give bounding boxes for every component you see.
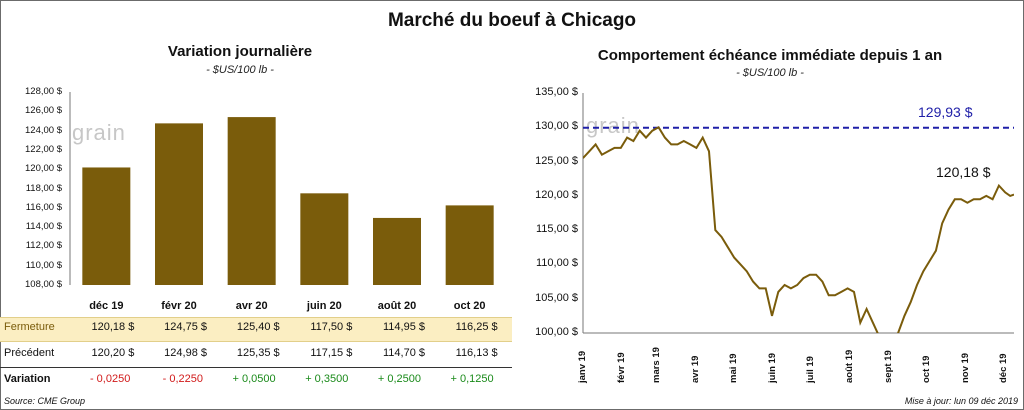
left-bar-chart	[69, 92, 494, 285]
month-label: déc 19	[997, 353, 1009, 383]
right-y-tick: 105,00 $	[535, 291, 578, 304]
left-y-tick: 122,00 $	[25, 143, 62, 155]
watermark-right: grain	[586, 113, 640, 138]
bar-déc 19	[82, 167, 131, 285]
category-label: juin 20	[306, 300, 342, 312]
right-y-tick: 135,00 $	[535, 86, 578, 98]
fermeture-cell: 120,18 $	[91, 321, 135, 333]
precedent-cell: 124,98 $	[164, 347, 207, 359]
precedent-cell: 116,13 $	[455, 347, 498, 359]
last-value-label: 120,18 $	[936, 164, 991, 180]
fermeture-cell: 124,75 $	[164, 321, 207, 333]
month-label: mai 19	[728, 353, 740, 383]
right-y-tick: 130,00 $	[535, 120, 578, 133]
source-note: Source: CME Group	[4, 396, 86, 406]
left-chart-title: Variation journalière	[167, 43, 313, 60]
fermeture-cell: 125,40 $	[236, 321, 280, 333]
category-label: août 20	[377, 300, 417, 312]
category-label: oct 20	[453, 300, 486, 312]
left-y-tick: 126,00 $	[25, 105, 62, 117]
right-y-tick: 110,00 $	[535, 257, 578, 270]
right-chart-title: Comportement échéance immédiate depuis 1…	[597, 47, 943, 64]
month-label: mars 19	[651, 347, 663, 383]
precedent-cell: 117,15 $	[310, 347, 353, 359]
precedent-label: Précédent	[4, 347, 55, 359]
left-y-tick: 128,00 $	[25, 86, 62, 97]
fermeture-row	[0, 317, 512, 342]
left-y-tick: 120,00 $	[25, 163, 62, 175]
bar-oct 20	[445, 205, 494, 285]
bar-août 20	[373, 217, 421, 285]
month-label: juin 19	[767, 352, 779, 383]
left-y-tick: 116,00 $	[25, 201, 62, 213]
month-label: nov 19	[960, 352, 972, 383]
precedent-cell: 120,20 $	[91, 347, 135, 359]
update-note: Mise à jour: lun 09 déc 2019	[904, 396, 1018, 406]
fermeture-label: Fermeture	[4, 321, 55, 333]
fermeture-cell: 114,95 $	[382, 321, 425, 333]
right-y-tick: 100,00 $	[535, 326, 578, 338]
left-y-tick: 108,00 $	[25, 279, 62, 290]
right-y-tick: 120,00 $	[535, 188, 578, 201]
variation-cell: - 0,0250	[89, 373, 131, 385]
fermeture-cell: 116,25 $	[455, 321, 498, 333]
watermark-left: grain	[72, 120, 126, 145]
right-y-tick: 125,00 $	[535, 154, 578, 167]
precedent-cell: 114,70 $	[382, 347, 425, 359]
price-series-line	[583, 125, 1014, 333]
left-y-tick: 114,00 $	[25, 221, 62, 233]
month-label: juil 19	[805, 356, 817, 383]
variation-cell: + 0,0500	[232, 373, 276, 385]
left-chart-unit: - $US/100 lb -	[206, 64, 274, 76]
month-label: févr 19	[616, 352, 628, 383]
left-y-tick: 112,00 $	[25, 240, 62, 252]
month-label: oct 19	[921, 355, 933, 383]
variation-cell: - 0,2250	[162, 373, 203, 385]
variation-label: Variation	[4, 373, 51, 385]
month-label: avr 19	[690, 355, 702, 383]
month-label: janv 19	[577, 350, 588, 383]
left-y-tick: 118,00 $	[25, 182, 62, 194]
month-label: août 19	[844, 349, 856, 383]
variation-cell: + 0,2500	[377, 373, 421, 385]
table-divider	[0, 367, 512, 368]
fermeture-cell: 117,50 $	[310, 321, 353, 333]
max-value-label: 129,93 $	[918, 104, 973, 120]
bar-févr 20	[155, 123, 203, 285]
bar-juin 20	[300, 193, 349, 285]
left-y-tick: 110,00 $	[25, 259, 62, 271]
bar-avr 20	[227, 117, 276, 285]
category-label: avr 20	[235, 300, 268, 312]
category-label: déc 19	[89, 300, 124, 312]
variation-cell: + 0,3500	[305, 373, 349, 385]
category-label: févr 20	[161, 300, 197, 312]
left-y-tick: 124,00 $	[25, 124, 62, 136]
main-title: Marché du boeuf à Chicago	[387, 10, 637, 31]
right-y-tick: 115,00 $	[535, 223, 578, 236]
precedent-cell: 125,35 $	[236, 347, 280, 359]
right-chart-unit: - $US/100 lb -	[736, 67, 804, 79]
month-label: sept 19	[883, 350, 895, 383]
variation-cell: + 0,1250	[450, 373, 494, 385]
